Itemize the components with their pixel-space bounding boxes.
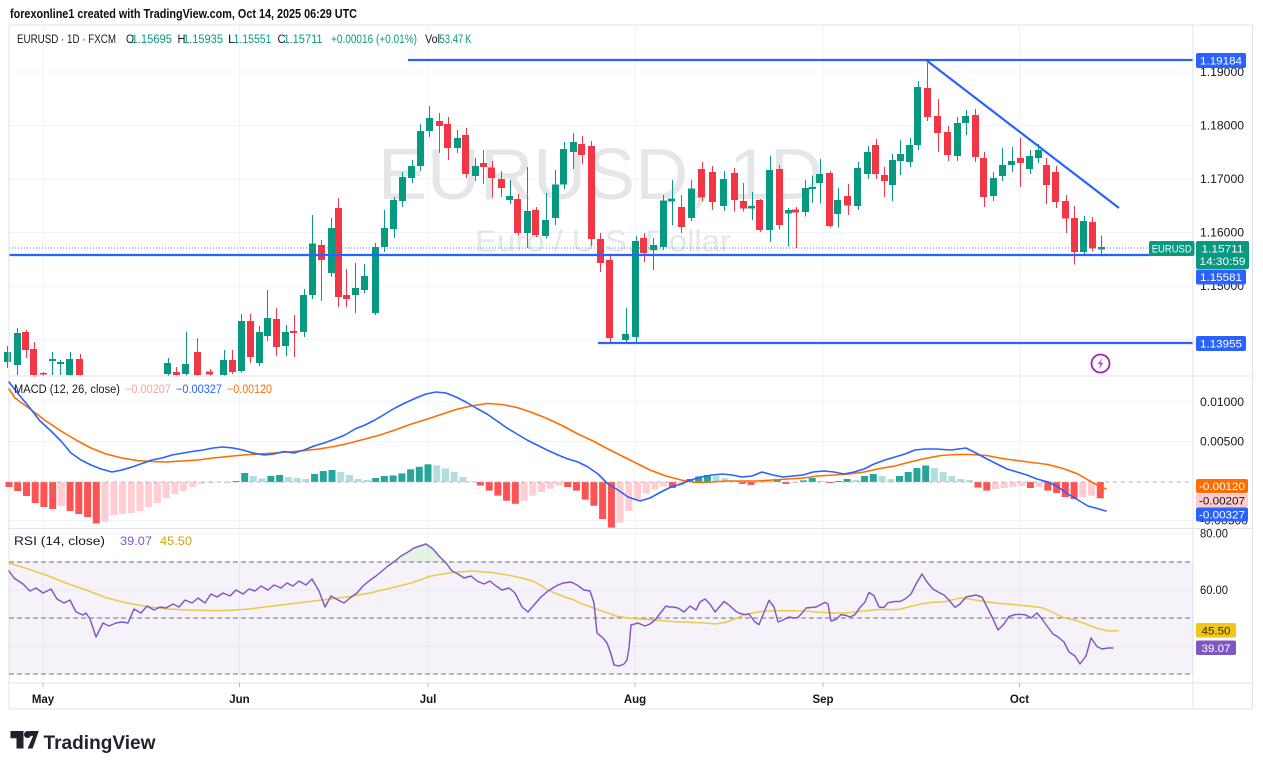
svg-text:0.00500: 0.00500 [1200, 437, 1244, 449]
svg-text:Aug: Aug [624, 694, 646, 706]
svg-text:45.50: 45.50 [1202, 625, 1231, 637]
svg-text:EURUSD, 1D: EURUSD, 1D [378, 135, 823, 215]
svg-text:1.15551: 1.15551 [234, 34, 272, 46]
svg-text:Oct: Oct [1010, 694, 1029, 706]
svg-text:45.50: 45.50 [160, 536, 192, 548]
svg-text:Jun: Jun [229, 694, 249, 706]
svg-text:1.19000: 1.19000 [1200, 67, 1244, 79]
svg-text:Jul: Jul [420, 694, 437, 706]
svg-text:Sep: Sep [812, 694, 833, 706]
svg-text:39.07: 39.07 [120, 536, 152, 548]
svg-text:1.13955: 1.13955 [1200, 339, 1242, 351]
svg-text:-0.00327: -0.00327 [1199, 510, 1245, 522]
svg-text:L: L [228, 34, 236, 46]
svg-text:−0.00207: −0.00207 [125, 384, 171, 396]
svg-text:80.00: 80.00 [1200, 529, 1228, 541]
svg-text:1.15695: 1.15695 [132, 34, 173, 46]
svg-text:EURUSD · 1D · FXCM: EURUSD · 1D · FXCM [17, 34, 116, 46]
svg-text:EURUSD: EURUSD [1152, 244, 1192, 256]
svg-text:H: H [178, 34, 186, 46]
svg-text:MACD (12, 26, close): MACD (12, 26, close) [14, 384, 120, 396]
svg-text:1.15711: 1.15711 [284, 34, 323, 46]
svg-text:May: May [32, 694, 55, 706]
svg-text:14:30:59: 14:30:59 [1200, 256, 1246, 268]
svg-text:-0.00120: -0.00120 [1199, 481, 1245, 493]
svg-text:60.00: 60.00 [1200, 585, 1228, 597]
svg-text:53.47 K: 53.47 K [440, 34, 472, 46]
svg-text:1.15935: 1.15935 [183, 34, 223, 46]
svg-text:0.01000: 0.01000 [1200, 397, 1244, 409]
svg-text:1.16000: 1.16000 [1200, 228, 1244, 240]
svg-text:TradingView: TradingView [44, 732, 157, 754]
svg-text:Vol: Vol [425, 34, 440, 46]
svg-text:O: O [126, 34, 134, 46]
svg-text:1.19184: 1.19184 [1200, 56, 1242, 68]
svg-text:−0.00120: −0.00120 [227, 384, 272, 396]
svg-text:1.18000: 1.18000 [1200, 121, 1244, 133]
svg-text:1.15711: 1.15711 [1202, 244, 1244, 256]
svg-text:-0.00207: -0.00207 [1199, 496, 1245, 508]
svg-text:−0.00327: −0.00327 [176, 384, 222, 396]
svg-text:1.17000: 1.17000 [1200, 174, 1244, 186]
svg-text:C: C [278, 34, 286, 46]
svg-text:+0.00016 (+0.01%): +0.00016 (+0.01%) [331, 34, 417, 46]
svg-text:forexonline1 created with Trad: forexonline1 created with TradingView.co… [10, 7, 357, 21]
svg-text:1.15581: 1.15581 [1200, 272, 1242, 284]
svg-text:39.07: 39.07 [1202, 643, 1231, 655]
svg-text:RSI (14, close): RSI (14, close) [14, 536, 105, 548]
